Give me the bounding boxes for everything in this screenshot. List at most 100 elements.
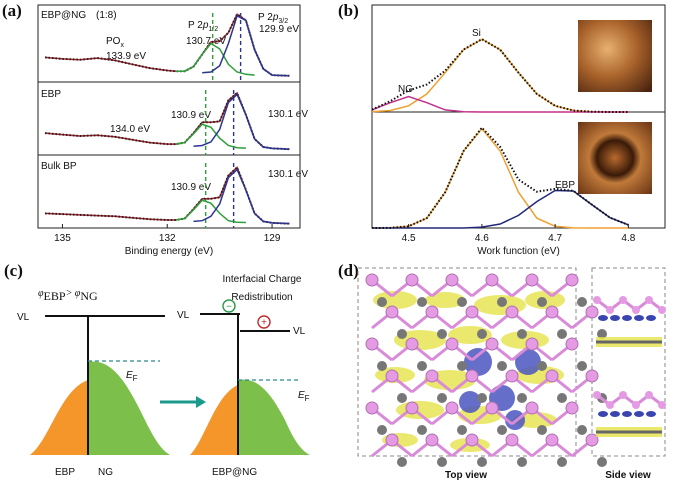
view-label: Side view <box>605 470 651 481</box>
gray-atom <box>377 425 387 435</box>
gray-atom <box>457 425 467 435</box>
gray-atom <box>457 297 467 307</box>
p-atom <box>525 401 539 415</box>
gray-atom <box>517 329 527 339</box>
p-atom <box>585 369 599 383</box>
sample-label: Bulk BP <box>41 161 77 172</box>
annotation: 130.1 eV <box>268 169 308 180</box>
gray-atom <box>517 393 527 403</box>
top-view-frame <box>357 267 577 457</box>
peak-label: Si <box>472 28 481 39</box>
panel-label: (a) <box>2 1 22 20</box>
x-tick-label: 4.5 <box>402 233 416 244</box>
p-atom <box>445 273 459 287</box>
charge-depletion <box>610 315 620 321</box>
p-atom <box>365 273 379 287</box>
panel-label: (d) <box>338 261 359 280</box>
p-atom <box>485 337 499 351</box>
p-atom <box>425 369 439 383</box>
component <box>193 93 290 150</box>
annotation: P 2p3/2 <box>258 12 288 25</box>
annotation: 130.9 eV <box>171 182 211 193</box>
p-atom <box>619 391 627 399</box>
x-tick-label: 4.8 <box>621 233 635 244</box>
component <box>175 123 246 149</box>
charge-depletion <box>515 349 541 375</box>
p-atom <box>593 296 601 304</box>
fermi-label: EF <box>126 370 138 383</box>
annotation: P 2p1/2 <box>188 20 218 33</box>
p-atom <box>645 391 653 399</box>
material-label: EBP <box>55 467 75 478</box>
charge-depletion <box>646 411 656 417</box>
x-tick-label: 135 <box>54 233 71 244</box>
p-atom <box>485 401 499 415</box>
gray-atom <box>437 329 447 339</box>
x-tick-label: 132 <box>159 233 176 244</box>
p-atom <box>658 306 666 314</box>
p-atom <box>505 369 519 383</box>
charge-depletion <box>634 411 644 417</box>
material-label: EBP@NG <box>212 467 257 478</box>
p-atom <box>445 337 459 351</box>
gray-atom <box>417 361 427 371</box>
gray-atom <box>557 329 567 339</box>
gray-atom <box>477 393 487 403</box>
p-atom <box>505 433 519 447</box>
annotation: 133.9 eV <box>106 51 146 62</box>
caption: Interfacial Charge <box>223 274 302 285</box>
view-label: Top view <box>445 470 487 481</box>
charge-depletion <box>459 391 481 413</box>
charge-depletion <box>598 315 608 321</box>
gray-atom <box>597 329 607 339</box>
charge-sign: + <box>261 318 267 329</box>
charge-depletion <box>634 315 644 321</box>
p-atom <box>593 391 601 399</box>
p-atom <box>405 401 419 415</box>
panel-label: (b) <box>338 1 359 20</box>
material-label: NG <box>98 467 113 478</box>
p-atom <box>585 305 599 319</box>
charge-depletion <box>646 315 656 321</box>
charge-sign: − <box>226 302 232 313</box>
x-tick-label: 129 <box>264 233 281 244</box>
gray-atom <box>537 297 547 307</box>
peak-label: NG <box>398 84 413 95</box>
data-points <box>371 126 629 229</box>
charge-depletion <box>610 411 620 417</box>
p-atom <box>385 433 399 447</box>
p-atom <box>565 273 579 287</box>
gray-atom <box>477 329 487 339</box>
gray-atom <box>597 457 607 467</box>
gray-atom <box>377 361 387 371</box>
component <box>371 95 629 113</box>
annotation: 134.0 eV <box>110 124 150 135</box>
fermi-label: EF <box>298 390 310 403</box>
p-atom <box>425 433 439 447</box>
gray-atom <box>397 457 407 467</box>
p-atom <box>632 306 640 314</box>
p-atom <box>445 401 459 415</box>
p-atom <box>365 337 379 351</box>
ratio: (1:8) <box>96 10 117 21</box>
x-tick-label: 4.7 <box>548 233 562 244</box>
charge-depletion <box>598 411 608 417</box>
p-atom <box>465 305 479 319</box>
gray-atom <box>457 361 467 371</box>
x-axis-label: Work function (eV) <box>477 246 560 257</box>
gray-atom <box>377 297 387 307</box>
p-atom <box>545 369 559 383</box>
p-atom <box>405 337 419 351</box>
gray-atom <box>577 297 587 307</box>
component <box>372 189 629 229</box>
component <box>175 199 246 224</box>
gray-atom <box>417 297 427 307</box>
p-atom <box>658 401 666 409</box>
charge-density <box>425 292 465 308</box>
gray-atom <box>577 361 587 371</box>
gray-atom <box>397 329 407 339</box>
p-atom <box>405 273 419 287</box>
p-atom <box>585 433 599 447</box>
p-atom <box>385 369 399 383</box>
